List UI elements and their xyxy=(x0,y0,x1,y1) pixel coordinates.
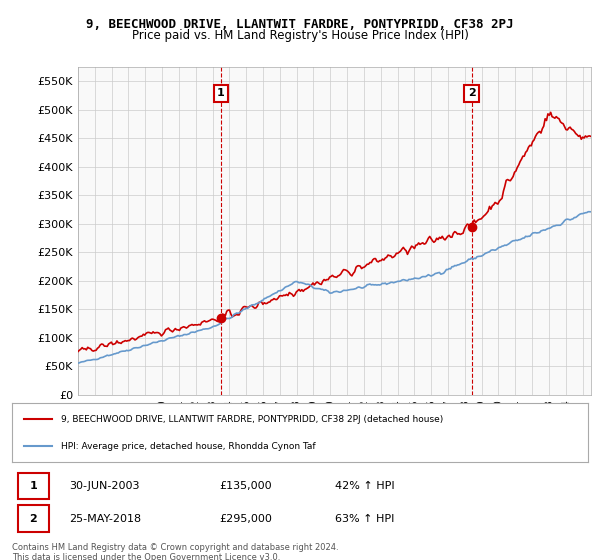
FancyBboxPatch shape xyxy=(18,473,49,499)
Text: HPI: Average price, detached house, Rhondda Cynon Taf: HPI: Average price, detached house, Rhon… xyxy=(61,442,316,451)
Text: 1: 1 xyxy=(29,481,37,491)
Text: This data is licensed under the Open Government Licence v3.0.: This data is licensed under the Open Gov… xyxy=(12,553,280,560)
Text: 2: 2 xyxy=(468,88,475,99)
Text: 9, BEECHWOOD DRIVE, LLANTWIT FARDRE, PONTYPRIDD, CF38 2PJ: 9, BEECHWOOD DRIVE, LLANTWIT FARDRE, PON… xyxy=(86,18,514,31)
Text: Contains HM Land Registry data © Crown copyright and database right 2024.: Contains HM Land Registry data © Crown c… xyxy=(12,543,338,552)
Text: £135,000: £135,000 xyxy=(220,481,272,491)
Text: 63% ↑ HPI: 63% ↑ HPI xyxy=(335,514,394,524)
Text: 25-MAY-2018: 25-MAY-2018 xyxy=(70,514,142,524)
Text: Price paid vs. HM Land Registry's House Price Index (HPI): Price paid vs. HM Land Registry's House … xyxy=(131,29,469,42)
Text: 2: 2 xyxy=(29,514,37,524)
FancyBboxPatch shape xyxy=(18,505,49,532)
Text: 1: 1 xyxy=(217,88,225,99)
Text: 42% ↑ HPI: 42% ↑ HPI xyxy=(335,481,394,491)
Text: £295,000: £295,000 xyxy=(220,514,272,524)
Text: 9, BEECHWOOD DRIVE, LLANTWIT FARDRE, PONTYPRIDD, CF38 2PJ (detached house): 9, BEECHWOOD DRIVE, LLANTWIT FARDRE, PON… xyxy=(61,414,443,423)
Text: 30-JUN-2003: 30-JUN-2003 xyxy=(70,481,140,491)
